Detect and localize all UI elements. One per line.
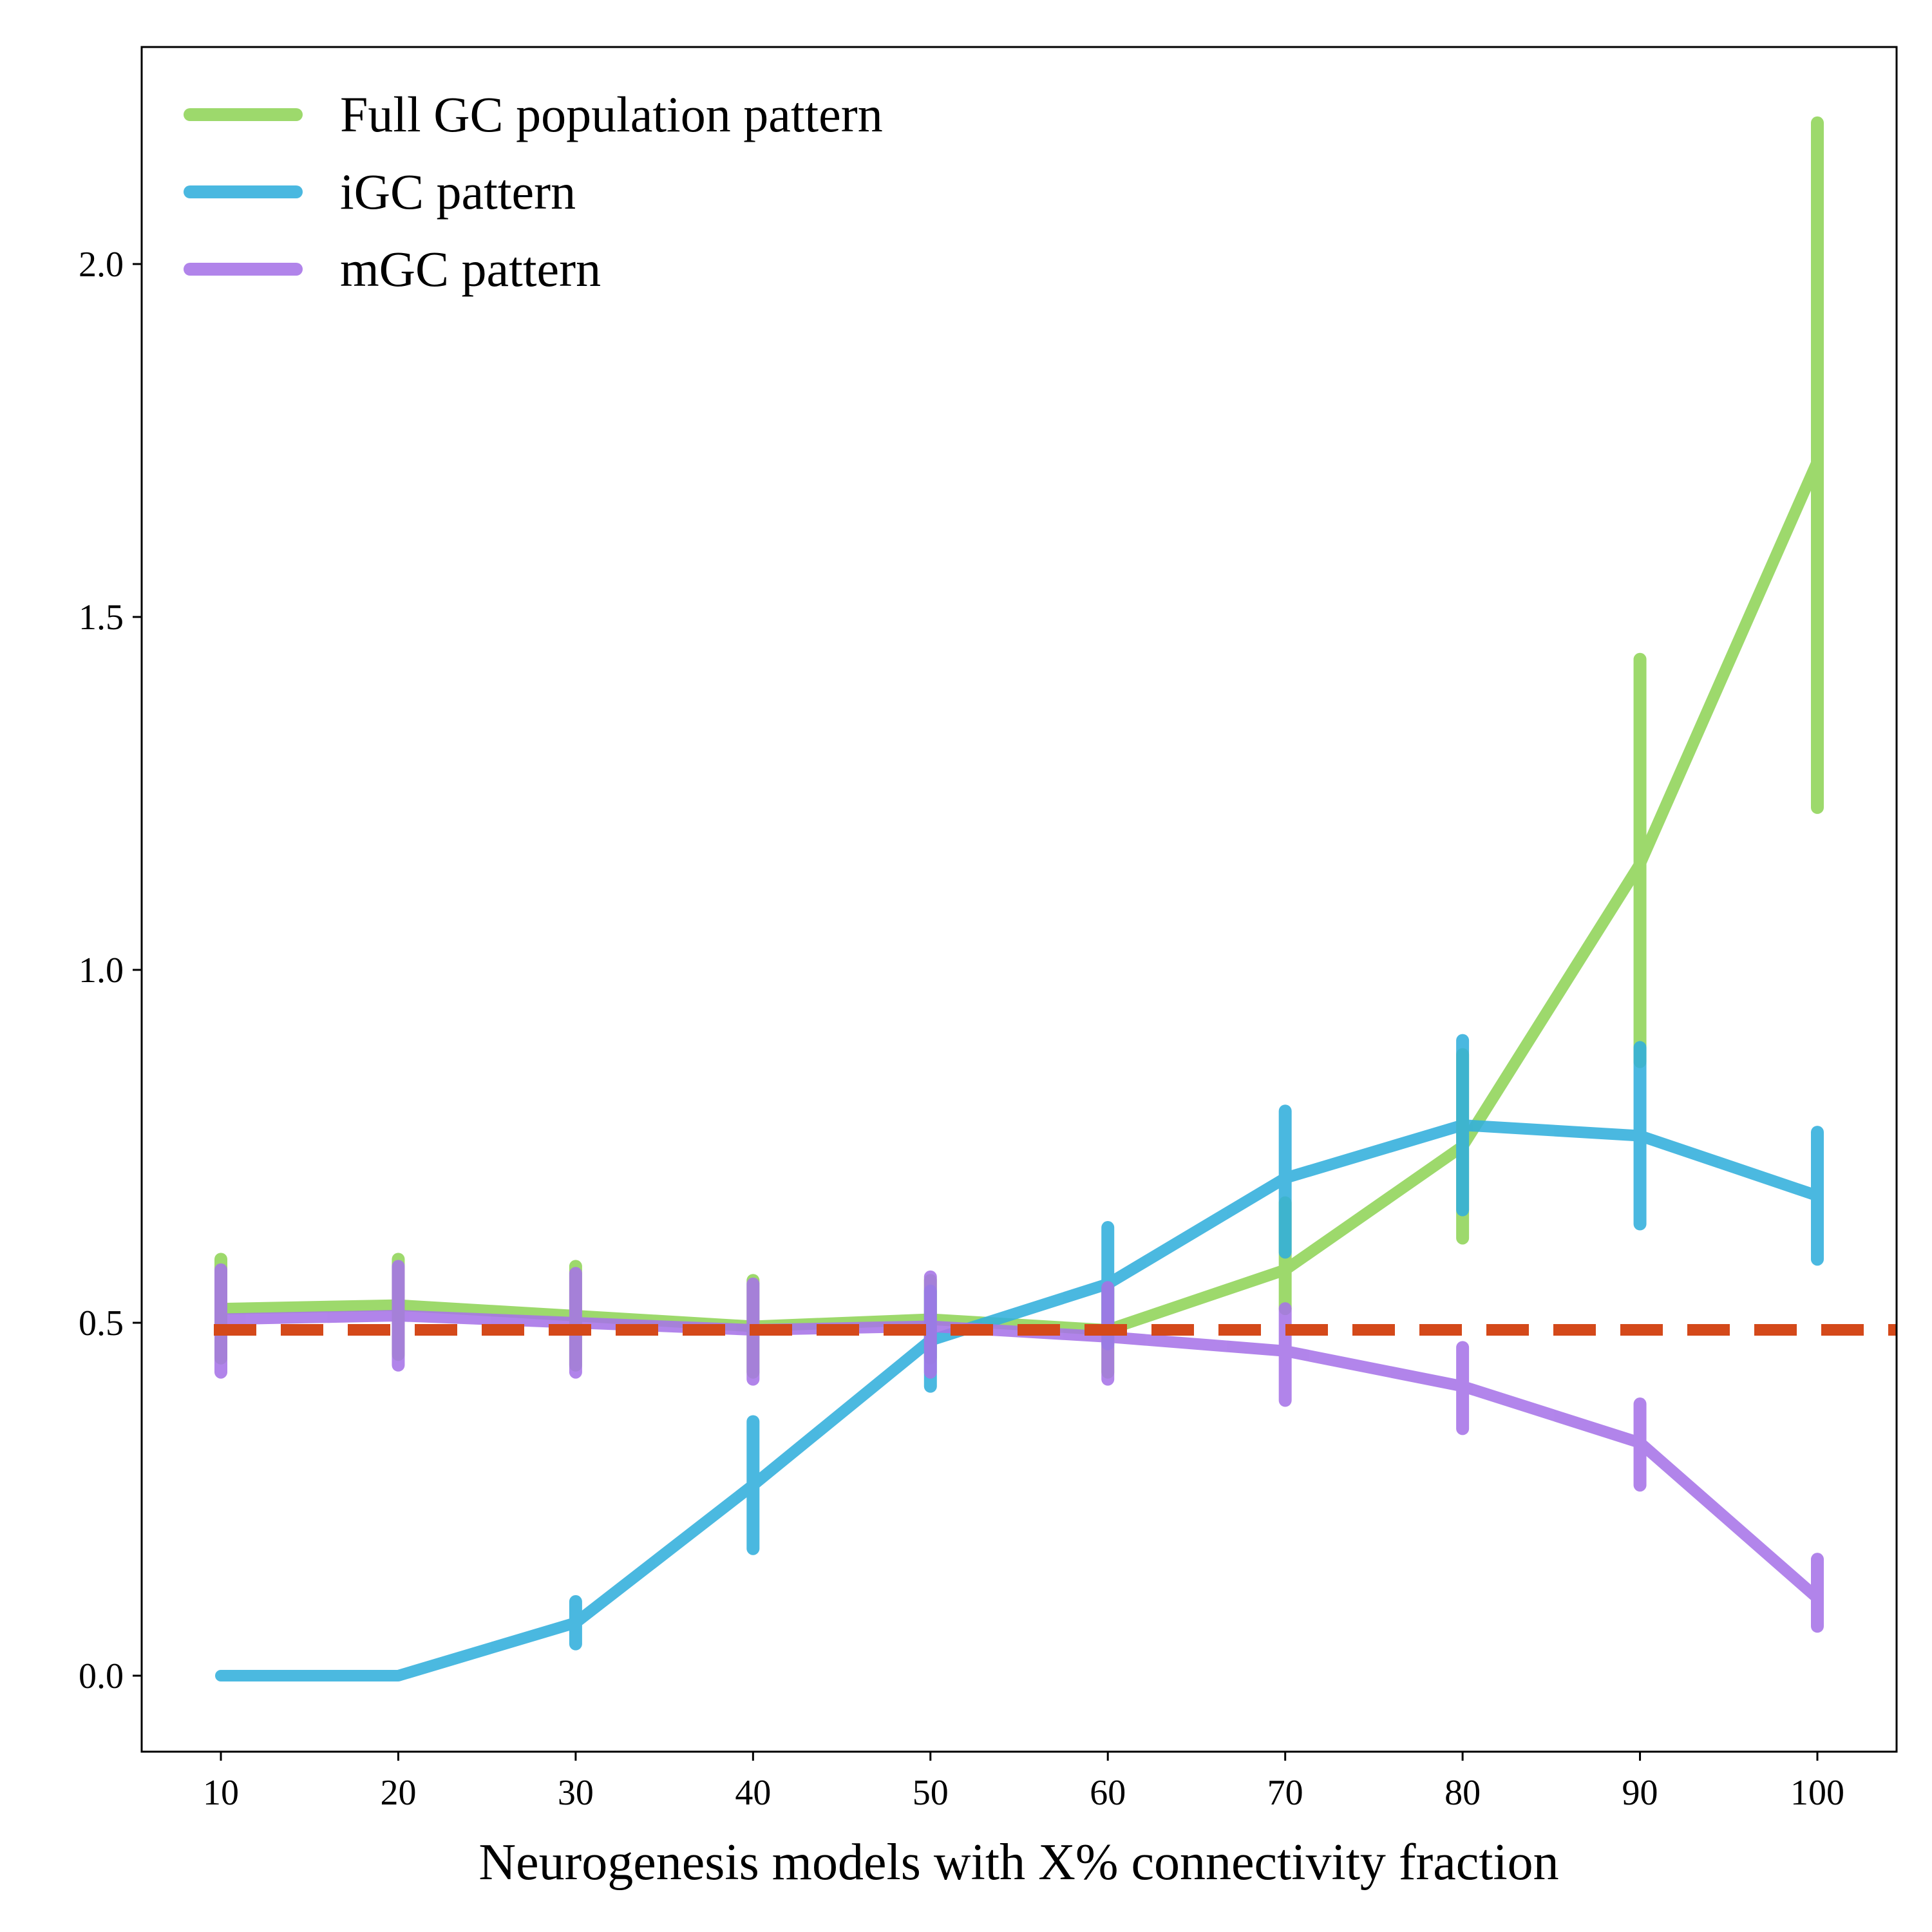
x-tick-label: 40 <box>735 1773 771 1813</box>
x-tick-label: 30 <box>558 1773 594 1813</box>
y-tick-label: 0.0 <box>79 1656 124 1696</box>
x-tick-label: 20 <box>380 1773 416 1813</box>
x-tick-label: 60 <box>1090 1773 1126 1813</box>
x-tick-label: 70 <box>1267 1773 1303 1813</box>
legend-item: iGC pattern <box>184 164 576 220</box>
x-tick-label: 90 <box>1622 1773 1658 1813</box>
series-group <box>214 116 1824 1681</box>
legend-item: mGC pattern <box>184 241 601 297</box>
legend-label: mGC pattern <box>340 241 601 297</box>
y-axis: 0.0 0.5 1.0 1.5 2.0 <box>79 245 142 1696</box>
x-tick-label: 50 <box>913 1773 949 1813</box>
legend-label: iGC pattern <box>340 164 576 220</box>
series-line <box>215 1119 1823 1681</box>
x-tick-label: 100 <box>1790 1773 1844 1813</box>
y-tick-label: 2.0 <box>79 245 124 285</box>
legend-label: Full GC population pattern <box>340 86 883 142</box>
y-tick-label: 1.0 <box>79 951 124 990</box>
x-tick-label: 10 <box>203 1773 239 1813</box>
plot-frame <box>140 46 1898 1753</box>
y-tick-label: 1.5 <box>79 598 124 638</box>
legend-item: Full GC population pattern <box>184 86 883 142</box>
legend: Full GC population pattern iGC pattern mGC… <box>184 86 883 297</box>
x-axis-title: Neurogenesis models with X% connectivity… <box>478 1834 1558 1891</box>
x-tick-label: 80 <box>1444 1773 1481 1813</box>
y-tick-label: 0.5 <box>79 1303 124 1343</box>
x-axis: 10 20 30 40 50 60 70 80 90 100 <box>203 1752 1844 1813</box>
